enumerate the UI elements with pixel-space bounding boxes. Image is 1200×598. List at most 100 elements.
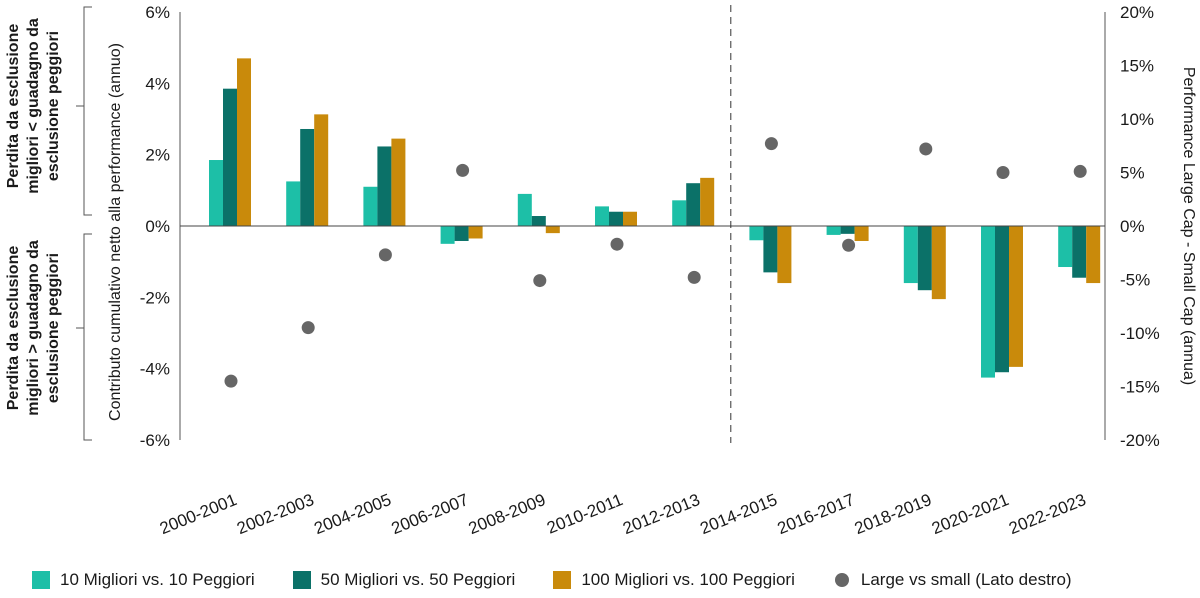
dot-2022-2023 (1073, 164, 1087, 178)
bar-100-2020-2021 (1009, 226, 1023, 367)
bar-50-2006-2007 (454, 226, 469, 241)
legend-swatch-dot (834, 573, 849, 587)
legend-item-10: 10 Migliori vs. 10 Peggiori (32, 570, 255, 590)
left-tick-label: 0% (145, 217, 170, 236)
category-label: 2000-2001 (157, 490, 240, 538)
category-label: 2014-2015 (697, 490, 780, 538)
bar-100-2002-2003 (314, 114, 329, 226)
bar-50-2010-2011 (609, 211, 623, 226)
bar-10-2020-2021 (981, 226, 995, 378)
dot-2018-2019 (919, 142, 933, 156)
dot-2004-2005 (378, 248, 392, 262)
bar-100-2016-2017 (854, 226, 869, 241)
right-tick-label: -20% (1120, 431, 1160, 450)
dot-2000-2001 (224, 374, 238, 388)
category-label: 2016-2017 (775, 490, 858, 538)
legend-item-large-vs-small: Large vs small (Lato destro) (833, 570, 1072, 590)
overlay (180, 5, 1105, 443)
left-axis-title: Contributo cumulativo netto alla perform… (107, 43, 124, 421)
bar-50-2002-2003 (300, 128, 315, 226)
legend-label-50: 50 Migliori vs. 50 Peggiori (320, 570, 516, 589)
upper-bracket-label-line-1: Perdita da esclusione (5, 24, 22, 189)
legend-item-50: 50 Migliori vs. 50 Peggiori (292, 570, 516, 590)
bar-10-2012-2013 (672, 200, 687, 226)
category-label: 2002-2003 (234, 490, 317, 538)
dot-2012-2013 (687, 270, 701, 284)
left-tick-label: -6% (140, 431, 170, 450)
legend-label-10: 10 Migliori vs. 10 Peggiori (60, 570, 255, 589)
lower-bracket-label-line-1: Perdita da esclusione (5, 246, 22, 411)
bar-50-2018-2019 (917, 226, 932, 291)
bar-50-2000-2001 (223, 88, 237, 226)
right-tick-label: 5% (1120, 164, 1145, 183)
chart: Perdita da esclusione migliori < guadagno… (5, 3, 1197, 538)
right-tick-label: 20% (1120, 3, 1154, 22)
right-tick-label: 15% (1120, 57, 1154, 76)
bar-10-2018-2019 (903, 226, 918, 284)
category-label: 2004-2005 (311, 490, 394, 538)
left-axis: -6% -4% -2% 0% 2% 4% 6% Contributo cumulativo n… (107, 3, 181, 450)
bar-10-2000-2001 (209, 160, 223, 226)
bracket-group: Perdita da esclusione migliori < guadagno… (5, 6, 92, 441)
upper-bracket-label-line-3: esclusione peggiori (45, 31, 62, 181)
legend-swatch-50 (292, 571, 311, 589)
legend-label-large-vs-small: Large vs small (Lato destro) (860, 570, 1072, 589)
left-tick-label: 4% (145, 74, 170, 93)
dots (224, 137, 1087, 388)
bar-50-2004-2005 (377, 146, 392, 226)
bar-100-2008-2009 (545, 226, 560, 234)
bar-50-2016-2017 (840, 226, 855, 234)
legend-swatch-10 (32, 571, 50, 589)
category-label: 2012-2013 (620, 490, 703, 538)
legend: 10 Migliori vs. 10 Peggiori 50 Migliori … (32, 570, 1072, 590)
bar-50-2012-2013 (686, 183, 701, 226)
bar-100-2018-2019 (931, 226, 946, 300)
bar-100-2006-2007 (468, 226, 483, 239)
category-label: 2018-2019 (852, 490, 935, 538)
lower-bracket-label-line-3: esclusione peggiori (45, 253, 62, 403)
bar-100-2012-2013 (700, 177, 715, 226)
lower-bracket (83, 233, 92, 441)
bar-50-2014-2015 (763, 226, 778, 273)
lower-bracket-label-line-2: migliori > guadagno da (25, 240, 42, 416)
dot-2002-2003 (301, 321, 315, 335)
bar-10-2016-2017 (826, 226, 841, 235)
right-tick-label: 0% (1120, 217, 1145, 236)
dot-2020-2021 (996, 166, 1010, 179)
right-tick-label: -15% (1120, 378, 1160, 397)
bars (209, 58, 1101, 378)
dot-2010-2011 (610, 237, 624, 251)
right-tick-label: 10% (1120, 110, 1154, 129)
legend-swatch-100 (553, 571, 572, 589)
bar-10-2004-2005 (363, 186, 378, 226)
legend-item-100: 100 Migliori vs. 100 Peggiori (553, 570, 795, 590)
bar-50-2022-2023 (1072, 226, 1087, 278)
category-label: 2020-2021 (929, 490, 1012, 538)
dot-2014-2015 (764, 137, 778, 151)
category-label: 2006-2007 (389, 490, 472, 538)
category-label: 2008-2009 (466, 490, 549, 538)
bar-10-2006-2007 (440, 226, 455, 244)
bar-100-2022-2023 (1086, 226, 1101, 284)
category-label: 2022-2023 (1006, 490, 1089, 538)
bar-100-2014-2015 (777, 226, 792, 284)
upper-bracket-label-line-2: migliori < guadagno da (25, 18, 42, 194)
left-tick-label: 2% (145, 146, 170, 165)
bar-10-2008-2009 (517, 193, 532, 226)
right-axis: -20% -15% -10% -5% 0% 5% 10% 15% 20% Performance … (1104, 3, 1197, 450)
bar-10-2022-2023 (1058, 226, 1073, 268)
right-tick-label: -10% (1120, 324, 1160, 343)
x-labels: 2000-20012002-20032004-20052006-20072008… (157, 490, 1089, 538)
category-label: 2010-2011 (544, 490, 625, 538)
right-axis-title: Performance Large Cap - Small Cap (annua… (1180, 67, 1197, 385)
bar-10-2002-2003 (286, 181, 301, 226)
dot-2006-2007 (456, 163, 470, 177)
dot-2016-2017 (842, 238, 856, 252)
bar-10-2014-2015 (749, 226, 764, 241)
bar-50-2008-2009 (531, 216, 546, 226)
dot-2008-2009 (533, 274, 547, 288)
bar-50-2020-2021 (995, 226, 1009, 373)
left-tick-label: -2% (140, 288, 170, 307)
left-tick-label: -4% (140, 360, 170, 379)
bar-10-2010-2011 (595, 206, 609, 226)
